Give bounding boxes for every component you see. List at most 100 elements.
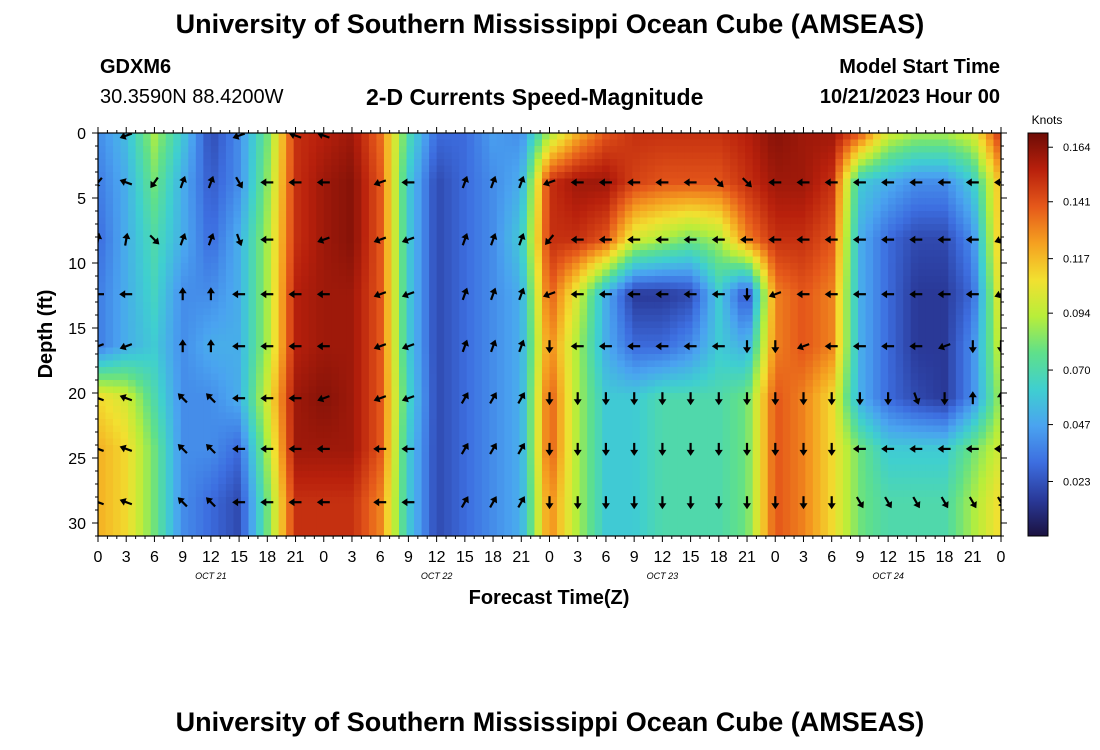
heatmap-cell xyxy=(180,295,189,303)
heatmap-cell xyxy=(873,373,882,381)
heatmap-cell xyxy=(579,302,588,310)
heatmap-cell xyxy=(707,165,716,173)
heatmap-cell xyxy=(180,380,189,388)
heatmap-cell xyxy=(353,308,362,316)
heatmap-cell xyxy=(459,354,468,362)
heatmap-cell xyxy=(812,191,822,199)
heatmap-cell xyxy=(105,217,114,225)
heatmap-cell xyxy=(978,282,987,290)
heatmap-cell xyxy=(692,367,701,375)
heatmap-cell xyxy=(940,146,949,154)
heatmap-cell xyxy=(594,217,603,225)
heatmap-cell xyxy=(940,256,949,264)
heatmap-cell xyxy=(767,256,776,264)
heatmap-cell xyxy=(609,399,618,407)
heatmap-cell xyxy=(399,198,408,206)
heatmap-cell xyxy=(888,243,897,251)
heatmap-cell xyxy=(534,204,543,212)
heatmap-cell xyxy=(609,302,618,310)
heatmap-cell xyxy=(459,152,468,160)
heatmap-cell xyxy=(210,243,220,251)
heatmap-cell xyxy=(519,276,528,284)
heatmap-cell xyxy=(346,139,355,147)
heatmap-cell xyxy=(609,373,618,381)
heatmap-cell xyxy=(812,250,822,258)
heatmap-cell xyxy=(564,360,573,368)
heatmap-cell xyxy=(165,204,174,212)
heatmap-cell xyxy=(910,354,919,362)
heatmap-cell xyxy=(421,315,430,323)
heatmap-cell xyxy=(985,263,995,271)
heatmap-cell xyxy=(564,393,573,401)
heatmap-cell xyxy=(173,393,182,401)
heatmap-cell xyxy=(135,146,144,154)
heatmap-cell xyxy=(308,146,317,154)
heatmap-cell xyxy=(376,139,385,147)
heatmap-cell xyxy=(910,204,919,212)
heatmap-cell xyxy=(737,321,746,329)
heatmap-cell xyxy=(278,360,287,368)
heatmap-cell xyxy=(263,172,272,180)
heatmap-cell xyxy=(128,347,137,355)
heatmap-cell xyxy=(827,152,837,160)
heatmap-cell xyxy=(549,172,558,180)
heatmap-cell xyxy=(316,139,325,147)
heatmap-cell xyxy=(263,380,272,388)
heatmap-cell xyxy=(940,165,949,173)
heatmap-cell xyxy=(158,321,167,329)
heatmap-cell xyxy=(880,373,889,381)
heatmap-cell xyxy=(534,172,543,180)
heatmap-cell xyxy=(233,256,242,264)
heatmap-cell xyxy=(745,243,754,251)
heatmap-cell xyxy=(436,159,445,167)
heatmap-cell xyxy=(361,198,370,206)
heatmap-cell xyxy=(353,133,362,141)
heatmap-cell xyxy=(782,269,791,277)
heatmap-cell xyxy=(293,217,302,225)
heatmap-cell xyxy=(308,256,317,264)
heatmap-cell xyxy=(993,211,1001,219)
heatmap-cell xyxy=(684,250,694,258)
heatmap-cell xyxy=(429,133,438,141)
heatmap-cell xyxy=(113,373,122,381)
heatmap-cell xyxy=(233,172,242,180)
heatmap-cell xyxy=(572,159,581,167)
heatmap-cell xyxy=(918,243,927,251)
heatmap-cell xyxy=(195,393,204,401)
heatmap-cell xyxy=(286,139,295,147)
heatmap-cell xyxy=(143,276,152,284)
heatmap-cell xyxy=(98,269,107,277)
heatmap-cell xyxy=(308,347,317,355)
heatmap-cell xyxy=(180,347,189,355)
heatmap-cell xyxy=(842,315,852,323)
heatmap-cell xyxy=(669,295,679,303)
heatmap-cell xyxy=(496,256,505,264)
heatmap-cell xyxy=(782,354,791,362)
heatmap-cell xyxy=(421,347,430,355)
heatmap-cell xyxy=(835,269,844,277)
heatmap-cell xyxy=(684,263,694,271)
heatmap-cell xyxy=(158,295,167,303)
heatmap-cell xyxy=(135,211,144,219)
heatmap-cell xyxy=(865,328,874,336)
heatmap-cell xyxy=(602,367,611,375)
heatmap-cell xyxy=(293,165,302,173)
heatmap-cell xyxy=(451,204,460,212)
heatmap-cell xyxy=(677,133,686,141)
heatmap-cell xyxy=(451,276,460,284)
heatmap-cell xyxy=(113,308,122,316)
heatmap-cell xyxy=(534,178,543,186)
heatmap-cell xyxy=(391,198,400,206)
heatmap-cell xyxy=(218,256,227,264)
heatmap-cell xyxy=(594,165,603,173)
heatmap-cell xyxy=(737,315,746,323)
heatmap-cell xyxy=(143,373,152,381)
heatmap-cell xyxy=(474,159,483,167)
heatmap-cell xyxy=(850,380,859,388)
heatmap-cell xyxy=(496,237,505,245)
heatmap-cell xyxy=(948,198,957,206)
heatmap-cell xyxy=(489,230,498,238)
heatmap-cell xyxy=(760,139,769,147)
heatmap-cell xyxy=(933,178,942,186)
heatmap-cell xyxy=(873,178,882,186)
